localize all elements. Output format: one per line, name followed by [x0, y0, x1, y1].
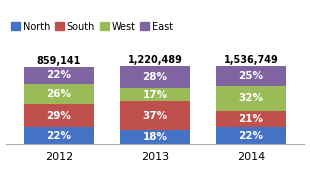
Text: 37%: 37% — [142, 111, 168, 121]
Text: 26%: 26% — [46, 89, 72, 99]
Bar — [24, 127, 94, 144]
Bar — [121, 66, 189, 88]
Text: 1,536,749: 1,536,749 — [224, 55, 278, 65]
Text: 21%: 21% — [238, 114, 264, 124]
Text: 29%: 29% — [46, 111, 71, 121]
Bar — [24, 84, 94, 104]
Bar — [121, 101, 189, 130]
Bar — [121, 88, 189, 101]
Text: 25%: 25% — [238, 71, 264, 81]
Text: 859,141: 859,141 — [37, 56, 81, 66]
Text: 1,220,489: 1,220,489 — [127, 55, 183, 65]
Bar — [121, 130, 189, 144]
Text: 32%: 32% — [238, 93, 264, 103]
Text: 28%: 28% — [143, 72, 167, 82]
Text: 22%: 22% — [46, 131, 72, 141]
Bar — [216, 66, 286, 86]
Bar — [216, 86, 286, 111]
Legend: North, South, West, East: North, South, West, East — [11, 22, 173, 32]
Text: 22%: 22% — [46, 70, 72, 80]
Bar — [24, 67, 94, 84]
Text: 18%: 18% — [143, 132, 167, 142]
Text: 22%: 22% — [238, 131, 264, 141]
Text: 17%: 17% — [142, 90, 168, 100]
Bar — [216, 111, 286, 127]
Bar — [24, 104, 94, 127]
Bar — [216, 127, 286, 144]
